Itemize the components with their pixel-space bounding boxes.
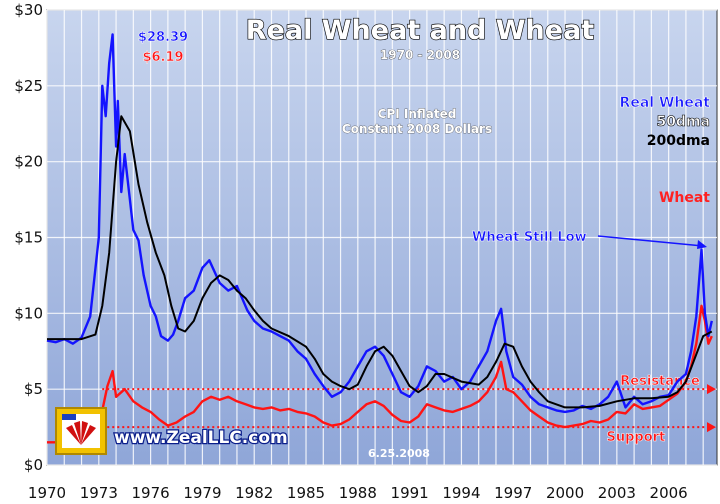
series-line-real-wheat [46, 33, 713, 414]
logo-fan-icon [62, 414, 96, 445]
site-url: www.ZealLLC.com [114, 428, 288, 448]
series-line-wheat [47, 304, 713, 444]
y-tick-label: $0 [24, 456, 43, 474]
annotations: $28.39 $6.19 Wheat Still Low [138, 30, 707, 249]
y-tick-label: $20 [14, 153, 43, 171]
x-tick-label: 1985 [287, 484, 325, 502]
x-tick-label: 1988 [339, 484, 377, 502]
chart-date: 6.25.2008 [368, 447, 430, 460]
reference-arrow-resistance [707, 384, 716, 395]
x-tick-label: 1997 [494, 484, 532, 502]
y-tick-label: $30 [14, 1, 43, 19]
legend-wheat: Wheat [659, 190, 710, 206]
x-tick-label: 2006 [650, 484, 688, 502]
x-tick-label: 2003 [598, 484, 636, 502]
y-axis-ticks: $0 $5 $10 $15 $20 $25 $30 [14, 1, 43, 474]
annotation-arrow-line [597, 235, 704, 247]
annotation-nominal-peak: $6.19 [142, 50, 183, 65]
x-tick-label: 1970 [28, 484, 66, 502]
chart-title: Real Wheat and Wheat [246, 15, 595, 46]
y-tick-label: $25 [14, 77, 43, 95]
y-tick-label: $15 [14, 229, 43, 247]
annotation-arrowhead [697, 240, 707, 249]
chart-subtitle: 1970 - 2008 [380, 48, 460, 62]
note-line-2: Constant 2008 Dollars [342, 122, 492, 136]
branding: www.ZealLLC.com 6.25.2008 [55, 407, 430, 460]
reference-arrow-support [707, 422, 716, 433]
legend-200dma: 200dma [647, 133, 710, 149]
x-tick-label: 1991 [391, 484, 429, 502]
x-tick-label: 1973 [80, 484, 118, 502]
annotation-real-peak: $28.39 [138, 30, 188, 45]
y-tick-label: $10 [14, 304, 43, 322]
x-axis-ticks: 1970 1973 1976 1979 1982 1985 1988 1991 1994 1997… [28, 484, 688, 502]
x-tick-label: 1979 [183, 484, 221, 502]
legend-real-wheat: Real Wheat [620, 95, 711, 111]
legend: Real Wheat 50dma 200dma Wheat [619, 95, 711, 206]
series-line-200dma [47, 115, 713, 409]
reference-label-support: Support [606, 430, 665, 445]
legend-50dma: 50dma [656, 114, 710, 130]
y-tick-label: $5 [24, 380, 43, 398]
x-tick-label: 1994 [442, 484, 480, 502]
annotation-wheat-still-low: Wheat Still Low [472, 230, 587, 245]
x-tick-label: 2000 [546, 484, 584, 502]
x-tick-label: 1976 [132, 484, 170, 502]
x-tick-label: 1982 [235, 484, 273, 502]
series-lines [46, 33, 713, 444]
note-line-1: CPI Inflated [378, 107, 457, 121]
